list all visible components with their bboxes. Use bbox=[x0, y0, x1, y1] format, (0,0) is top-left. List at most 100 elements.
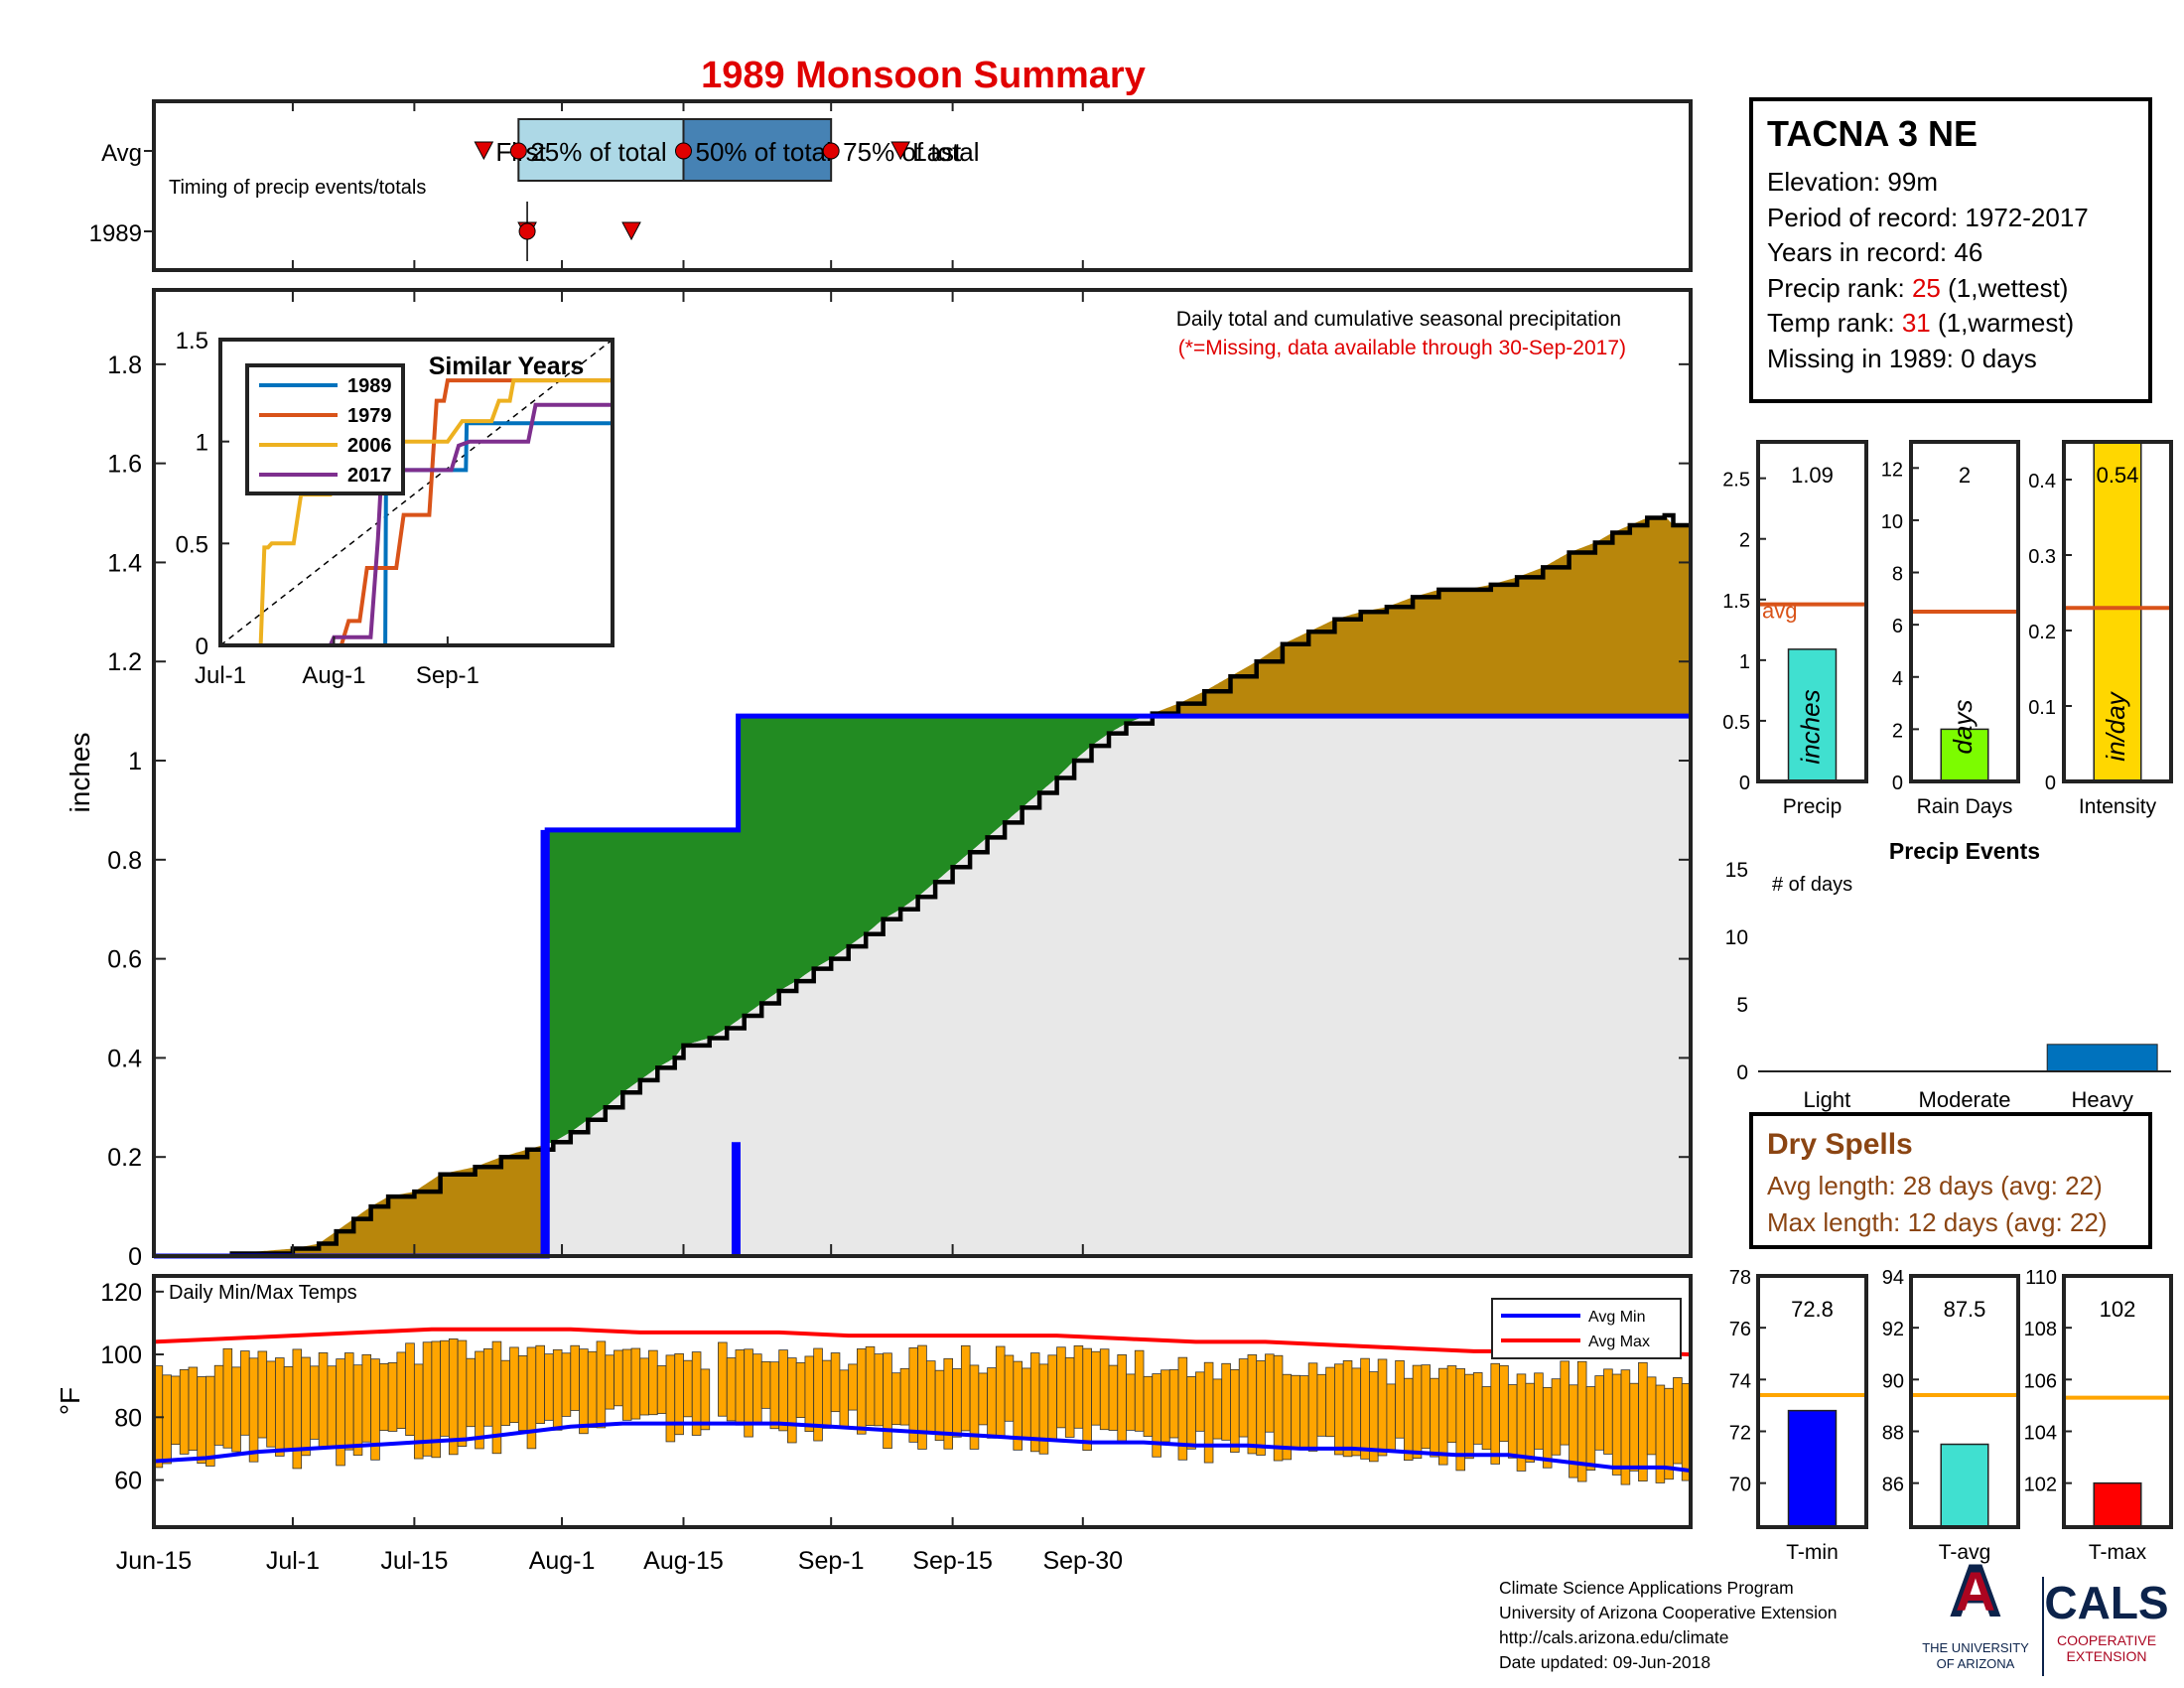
daily-temp-bar bbox=[240, 1350, 250, 1436]
daily-temp-bar bbox=[440, 1339, 450, 1437]
daily-temp-bar bbox=[475, 1350, 484, 1450]
daily-temp-bar bbox=[344, 1352, 354, 1451]
daily-temp-bar bbox=[509, 1346, 519, 1424]
daily-temp-bar bbox=[1022, 1367, 1031, 1439]
daily-temp-bar bbox=[1082, 1347, 1092, 1452]
temps-plot-frame bbox=[152, 1274, 1693, 1529]
temps-xtick-label: Jul-1 bbox=[266, 1547, 320, 1575]
daily-temp-bar bbox=[1403, 1377, 1414, 1461]
daily-temp-bar bbox=[1351, 1367, 1362, 1457]
daily-temp-bar bbox=[1064, 1356, 1075, 1438]
timing-obs-circle bbox=[518, 222, 536, 240]
daily-temp-bar bbox=[865, 1345, 876, 1426]
tavg-ytick-label: 88 bbox=[1882, 1422, 1904, 1444]
daily-temp-bar bbox=[1534, 1372, 1544, 1450]
tmin-bar bbox=[1787, 1409, 1838, 1528]
rain_days-ytick-label: 6 bbox=[1892, 616, 1903, 637]
inset-legend-label: 1979 bbox=[347, 405, 392, 427]
temp-rank: Temp rank: 31 (1,warmest) bbox=[1767, 306, 2134, 342]
tmin-panel-frame bbox=[1756, 1274, 1868, 1529]
avg-cumulative-line bbox=[154, 512, 1691, 1259]
daily-temp-bar bbox=[1126, 1373, 1136, 1431]
inset-series-line bbox=[220, 378, 613, 647]
events-panel-bg bbox=[1758, 869, 2171, 1071]
inset-xtick-label: Aug-1 bbox=[302, 662, 365, 689]
daily-temp-bar bbox=[978, 1372, 988, 1426]
tavg-ytick-label: 94 bbox=[1882, 1267, 1904, 1289]
daily-temp-bar bbox=[1247, 1354, 1258, 1455]
daily-temp-bar bbox=[822, 1359, 832, 1429]
temps-xtick-label: Sep-1 bbox=[798, 1547, 865, 1575]
tmax-ytick-label: 106 bbox=[2024, 1370, 2057, 1392]
daily-temp-bar bbox=[188, 1366, 199, 1451]
inset-ytick-label: 1 bbox=[196, 430, 208, 457]
station-info-box: TACNA 3 NE Elevation: 99m Period of reco… bbox=[1749, 97, 2152, 403]
daily-temp-bar bbox=[587, 1350, 598, 1428]
daily-temp-bar bbox=[457, 1339, 468, 1447]
daily-temp-bar bbox=[361, 1353, 372, 1443]
daily-temp-bar bbox=[275, 1357, 285, 1457]
timing-marker-label: 50% of total bbox=[695, 137, 831, 167]
daily-temp-bar bbox=[1168, 1369, 1179, 1439]
rain_days-panel-frame bbox=[1909, 440, 2020, 783]
temps-legend-label: Avg Max bbox=[1588, 1334, 1650, 1350]
daily-temp-bar bbox=[605, 1354, 614, 1410]
daily-temp-bar bbox=[804, 1355, 815, 1433]
tmax-ytick-label: 102 bbox=[2024, 1475, 2057, 1496]
precip_total-ytick-label: 1 bbox=[1739, 651, 1750, 673]
daily-temp-bar bbox=[1464, 1373, 1474, 1460]
daily-temp-bar bbox=[718, 1341, 728, 1417]
events-ytick-label: 0 bbox=[1736, 1061, 1748, 1084]
daily-temp-bar bbox=[1212, 1378, 1223, 1440]
daily-temp-bar bbox=[1629, 1382, 1639, 1472]
temps-legend-label: Avg Min bbox=[1588, 1309, 1646, 1326]
daily-temp-bar bbox=[1291, 1374, 1300, 1450]
temps-ytick-label: 80 bbox=[114, 1404, 142, 1432]
temps-legend-box bbox=[1491, 1298, 1682, 1359]
events-bar bbox=[2046, 1044, 2158, 1072]
daily-temp-bar bbox=[769, 1361, 780, 1430]
avg-min-line bbox=[153, 1421, 1692, 1474]
daily-temp-bar bbox=[656, 1365, 667, 1414]
rain_days-bar-label: days bbox=[1948, 700, 1978, 755]
daily-temp-bar bbox=[448, 1338, 459, 1456]
temp-rank-value: 31 bbox=[1901, 308, 1931, 338]
temps-xtick-label: Aug-15 bbox=[643, 1547, 724, 1575]
inset-xtick-label: Jul-1 bbox=[195, 662, 246, 689]
daily-temp-bar bbox=[1256, 1360, 1266, 1456]
timing-row-label: 1989 bbox=[89, 220, 142, 247]
main-ytick-label: 1.8 bbox=[107, 352, 142, 379]
main-ytick-label: 0.8 bbox=[107, 847, 142, 875]
main-ytick-label: 0.4 bbox=[107, 1045, 142, 1072]
daily-temp-bar bbox=[336, 1358, 345, 1467]
inset-ytick-label: 1.5 bbox=[176, 328, 208, 354]
daily-temp-bar bbox=[283, 1366, 294, 1452]
main-ytick-label: 0.2 bbox=[107, 1144, 142, 1172]
main-ytick-label: 0 bbox=[128, 1243, 142, 1271]
tavg-ytick-label: 86 bbox=[1882, 1475, 1904, 1496]
events-ytick-label: 5 bbox=[1736, 994, 1748, 1017]
daily-temp-bar bbox=[1638, 1361, 1648, 1482]
avg-max-line bbox=[153, 1327, 1692, 1357]
page-title: 1989 Monsoon Summary bbox=[701, 55, 1146, 96]
tmin-ytick-label: 76 bbox=[1729, 1319, 1751, 1340]
daily-temp-bar bbox=[874, 1353, 885, 1427]
precip-rank-label: Precip rank: bbox=[1767, 272, 1912, 303]
daily-temp-bar bbox=[179, 1368, 190, 1455]
timing-circle-marker bbox=[674, 142, 692, 160]
main-subtitle: (*=Missing, data available through 30-Se… bbox=[1178, 337, 1626, 359]
daily-temp-bar bbox=[1186, 1376, 1196, 1450]
events-ylabel: # of days bbox=[1772, 874, 1852, 896]
daily-temp-bar bbox=[1377, 1358, 1388, 1457]
inset-legend-label: 1989 bbox=[347, 375, 392, 397]
intensity-ytick-label: 0 bbox=[2045, 773, 2056, 794]
daily-temp-bar bbox=[760, 1360, 771, 1409]
daily-temp-bar bbox=[248, 1357, 259, 1463]
timing-triangle-marker bbox=[474, 141, 494, 161]
inset-series-line bbox=[220, 402, 613, 647]
daily-temp-bar bbox=[1611, 1373, 1622, 1476]
station-period: Period of record: 1972-2017 bbox=[1767, 202, 2089, 232]
station-years: Years in record: 46 bbox=[1767, 237, 1983, 267]
dry-spells-max: Max length: 12 days (avg: 22) bbox=[1767, 1207, 2108, 1237]
tavg-ytick-label: 90 bbox=[1882, 1370, 1904, 1392]
